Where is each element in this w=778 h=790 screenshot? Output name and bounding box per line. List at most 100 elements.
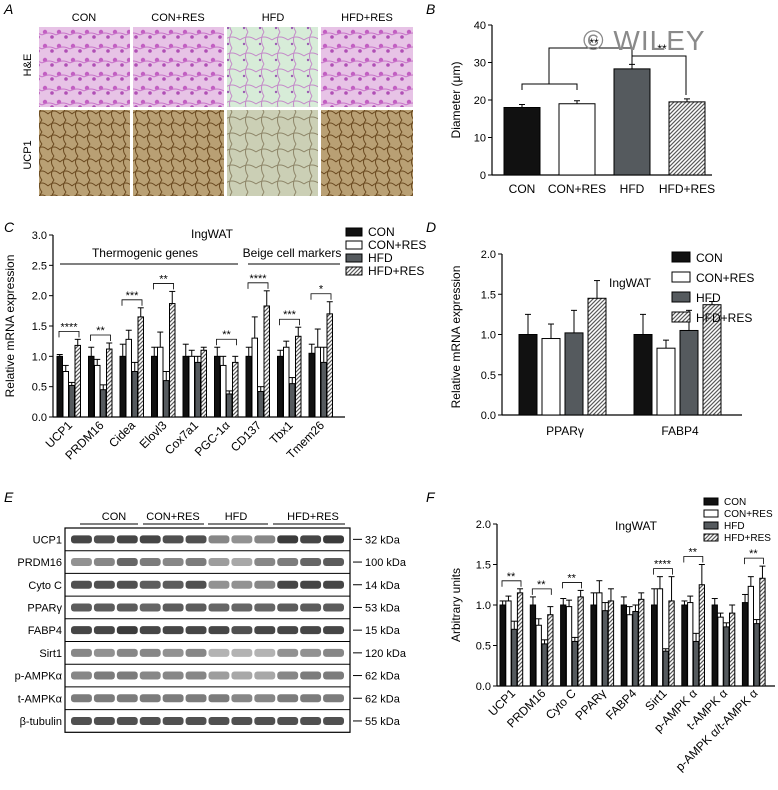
- bar: [633, 334, 653, 416]
- blot-band: [93, 671, 115, 680]
- panel-letter-a: A: [3, 1, 13, 17]
- legend-swatch: [345, 227, 363, 237]
- blot-band: [71, 671, 92, 680]
- blot-band: [231, 580, 253, 589]
- bar: [626, 614, 633, 687]
- bar: [503, 107, 541, 176]
- x-tick-label: HFD: [620, 182, 645, 196]
- blot-band: [300, 603, 322, 612]
- bar: [558, 103, 596, 176]
- bracket: [121, 299, 143, 306]
- bracket: [90, 334, 111, 341]
- blot-band: [116, 716, 138, 725]
- blot-kda-label: 14 kDa: [365, 580, 401, 592]
- blot-band: [116, 694, 138, 703]
- bar: [289, 383, 296, 418]
- micrograph-he-con: [39, 27, 130, 107]
- blot-band: [93, 580, 115, 589]
- blot-band: [93, 626, 115, 635]
- legend-swatch: [671, 311, 691, 323]
- blot-band: [323, 716, 344, 725]
- blot-band: [93, 694, 115, 703]
- bar: [283, 346, 290, 418]
- bar: [295, 335, 302, 418]
- bar: [620, 604, 628, 687]
- bar: [516, 592, 524, 687]
- blot-band: [231, 648, 253, 657]
- bar: [759, 577, 766, 687]
- chart-b-diameter: 0 10 20 30 40 Diameter (μm) CON CON+RES HFD HFD+R…: [449, 20, 715, 196]
- bracket: [216, 338, 237, 346]
- micrograph-he-con-res: [133, 27, 224, 107]
- blot-band: [139, 648, 161, 657]
- bar: [88, 355, 95, 418]
- micrograph-ucp1-hfd: [227, 110, 318, 196]
- bar: [638, 598, 645, 687]
- legend-swatch: [703, 521, 719, 530]
- panel-letter-c: C: [4, 219, 15, 235]
- bar: [560, 604, 567, 687]
- bar: [729, 612, 736, 687]
- blot-band: [93, 603, 115, 612]
- bracket: [531, 588, 552, 595]
- blot-band: [139, 580, 161, 589]
- blot-band: [231, 626, 253, 635]
- blot-band: [185, 558, 207, 567]
- legend-label: HFD: [724, 521, 745, 532]
- legend-swatch: [671, 251, 691, 263]
- significance-label: *: [319, 284, 324, 296]
- blot-band: [254, 694, 276, 703]
- bar: [308, 352, 315, 418]
- blot-band: [71, 716, 92, 725]
- panel-letter-d: D: [426, 219, 436, 235]
- bar: [499, 604, 506, 687]
- bar: [692, 640, 700, 687]
- blot-band-name: Sirt1: [39, 648, 62, 660]
- blot-band: [300, 580, 322, 589]
- bracket: [153, 283, 174, 290]
- blot-band: [71, 603, 92, 612]
- legend-label: HFD+RES: [368, 264, 424, 278]
- legend-label: CON+RES: [368, 238, 426, 252]
- blot-band: [71, 580, 92, 589]
- legend-label: HFD: [368, 251, 393, 265]
- blot-band: [139, 535, 161, 544]
- significance-label: ***: [283, 309, 297, 321]
- x-tick-label: Cidea: [106, 418, 138, 450]
- micrograph-ucp1-hfd-res: [321, 110, 413, 196]
- blot-band-name: FABP4: [28, 625, 62, 637]
- bar: [125, 338, 132, 418]
- bar: [656, 347, 676, 416]
- legend-label: CON+RES: [696, 271, 754, 285]
- blot-band: [277, 671, 299, 680]
- legend-label: HFD+RES: [724, 533, 771, 544]
- bar: [590, 604, 597, 687]
- bar: [753, 623, 760, 687]
- bracket: [279, 318, 300, 326]
- bracket: [632, 55, 687, 95]
- blot-group-label: HFD+RES: [287, 511, 339, 523]
- bar: [668, 101, 706, 176]
- blot-band: [116, 626, 138, 635]
- chart-title: IngWAT: [191, 227, 234, 241]
- significance-label: **: [567, 572, 576, 584]
- significance-label: **: [507, 571, 516, 583]
- blot-band: [277, 580, 299, 589]
- blot-band: [162, 648, 184, 657]
- blot-band: [277, 694, 299, 703]
- blot-band: [231, 535, 253, 544]
- bar: [607, 600, 615, 687]
- group-header: Beige cell markers: [243, 246, 342, 260]
- bracket: [521, 83, 578, 90]
- blot-band: [93, 716, 115, 725]
- bar: [711, 604, 718, 687]
- blot-band-name: PPARγ: [27, 602, 62, 614]
- blot-band: [185, 716, 207, 725]
- micrograph-column-con-res: CON+RES: [151, 12, 205, 24]
- y-axis-label: Arbitrary units: [449, 568, 463, 642]
- bar: [717, 616, 724, 687]
- blot-band: [231, 671, 253, 680]
- blot-band: [254, 603, 276, 612]
- blot-kda-label: 62 kDa: [365, 671, 401, 683]
- bar: [596, 592, 603, 687]
